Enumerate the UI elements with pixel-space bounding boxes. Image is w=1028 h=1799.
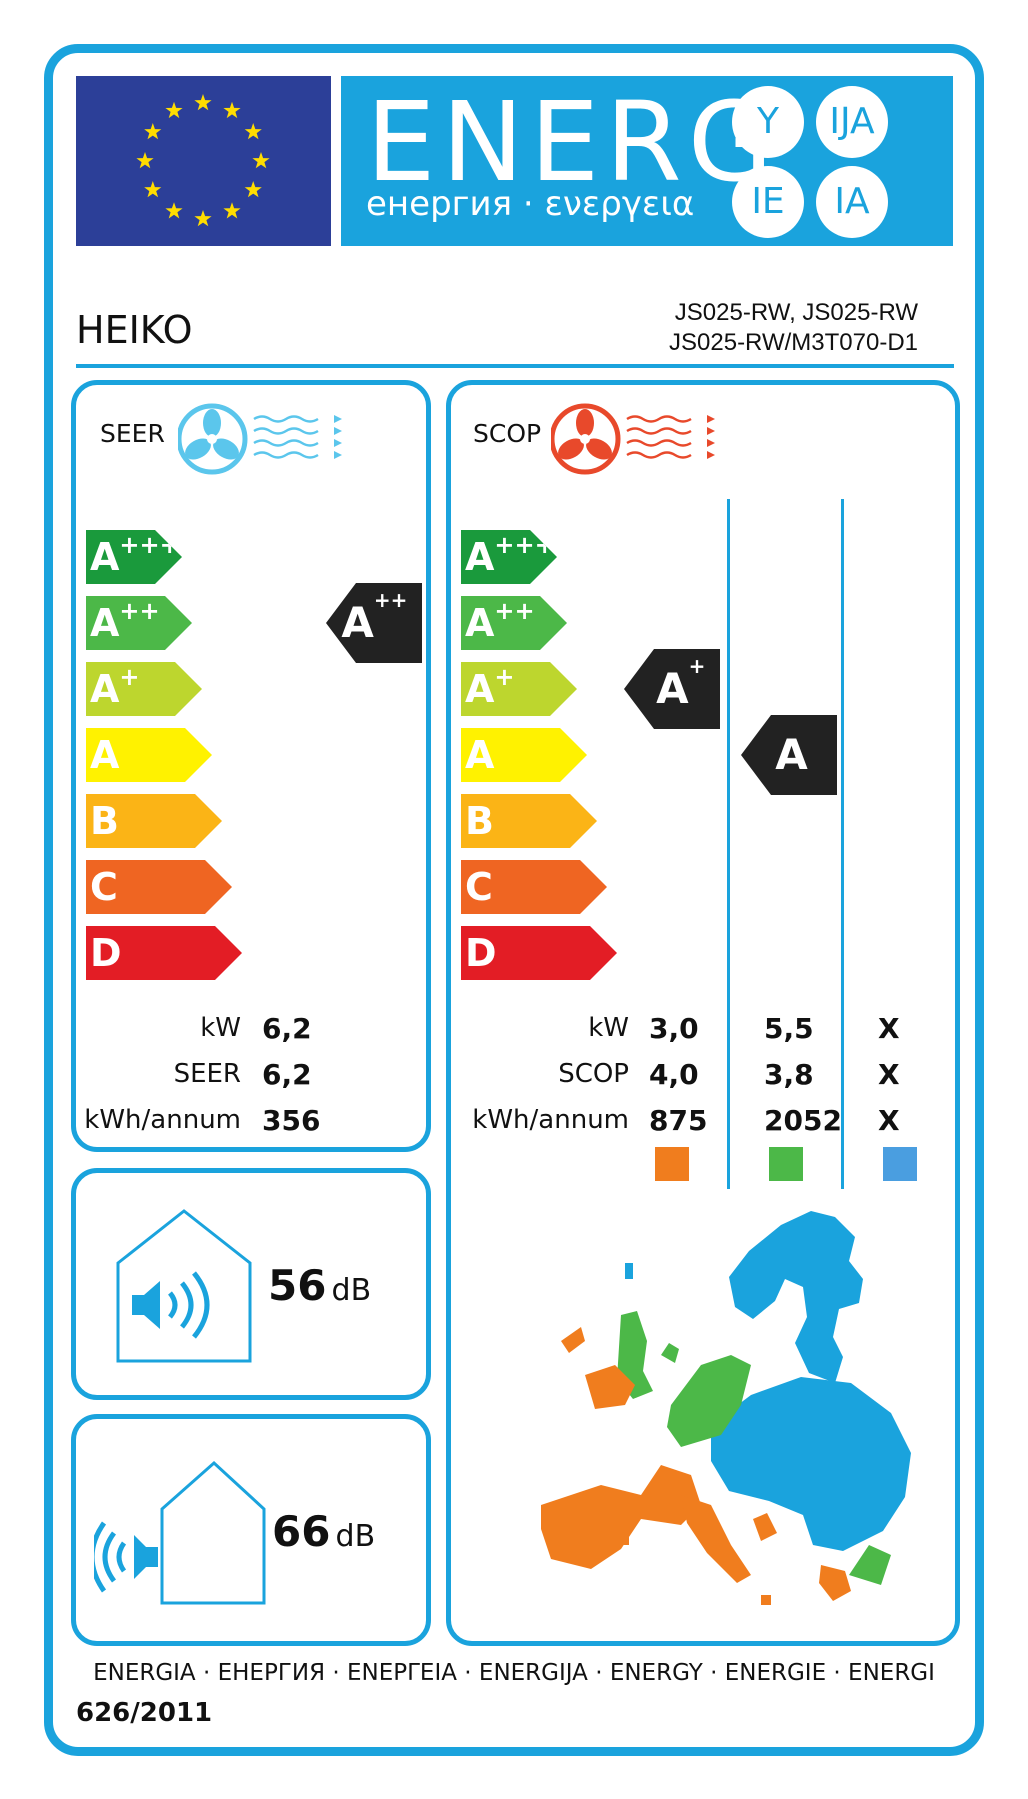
scop-title: SCOP xyxy=(473,419,542,448)
indoor-noise-value: 56 xyxy=(268,1261,327,1310)
cooling-rating-class: A xyxy=(341,598,374,647)
heating-rating-class-warm: A xyxy=(656,664,689,713)
heating-rating-marker-average: A xyxy=(741,715,837,795)
cooling-class-arrow-5: B xyxy=(86,794,222,848)
eu-star-icon xyxy=(244,123,262,140)
cooling-rating-marker: A++ xyxy=(326,583,422,663)
model-line-2: JS025-RW/M3T070-D1 xyxy=(669,329,918,356)
cooling-class-arrow-4: A xyxy=(86,728,212,782)
cooling-class-arrow-7: D xyxy=(86,926,242,980)
eu-star-icon xyxy=(223,101,241,119)
europe-climate-map-icon xyxy=(541,1211,911,1605)
heating-rating-sup-warm: + xyxy=(688,654,706,678)
indoor-noise-unit: dB xyxy=(331,1273,372,1308)
eu-stars-icon xyxy=(136,94,270,227)
model-number: JS025-RW, JS025-RW JS025-RW/M3T070-D1 xyxy=(669,298,918,358)
eu-star-icon xyxy=(223,202,241,219)
indoor-noise-reading: 56 dB xyxy=(268,1261,371,1310)
average-scop-value: 3,8 xyxy=(764,1058,814,1091)
eu-star-icon xyxy=(252,152,270,169)
suffix-ia: IA xyxy=(816,166,888,238)
heating-rating-marker-warm: A+ xyxy=(624,649,720,729)
warm-kw-value: 3,0 xyxy=(649,1012,699,1045)
label-frame xyxy=(44,44,984,1756)
eu-flag xyxy=(76,76,331,246)
zone-divider-2 xyxy=(841,499,844,1189)
heating-rating-class-average: A xyxy=(775,730,808,779)
eu-star-icon xyxy=(136,152,154,169)
average-kw-value: 5,5 xyxy=(764,1012,814,1045)
heating-kw-label: kW xyxy=(588,1013,629,1043)
cold-annual-value: X xyxy=(878,1104,900,1137)
suffix-y: Y xyxy=(732,86,804,158)
cooling-kw-label: kW xyxy=(200,1013,241,1043)
eu-star-icon xyxy=(244,181,262,198)
cooling-seer-label: SEER xyxy=(173,1059,241,1089)
cooling-class-arrow-2: A++ xyxy=(86,596,192,650)
cooling-panel: SEER A+++ A++ A+ A B C D A++ kW 6,2 SEER 6,2 k… xyxy=(71,380,431,1152)
cooling-annual-label: kWh/annum xyxy=(84,1105,241,1135)
eu-star-icon xyxy=(194,210,212,227)
outdoor-noise-reading: 66 dB xyxy=(272,1507,375,1556)
zone-swatch-cold xyxy=(883,1147,917,1181)
eu-star-icon xyxy=(144,123,162,140)
energy-header: ENERG енергия · ενεργεια Y IJA IE IA xyxy=(341,76,953,246)
footer-languages: ENERGIA · ЕНЕРГИЯ · ΕΝΕΡΓΕΙΑ · ENERGIJA … xyxy=(93,1660,935,1686)
suffix-ie: IE xyxy=(732,166,804,238)
eu-star-icon xyxy=(165,202,183,219)
energ-title: ENERG xyxy=(366,78,779,206)
cooling-class-arrow-6: C xyxy=(86,860,232,914)
outdoor-noise-unit: dB xyxy=(335,1519,376,1554)
eu-star-icon xyxy=(144,181,162,198)
cold-kw-value: X xyxy=(878,1012,900,1045)
warm-annual-value: 875 xyxy=(649,1104,708,1137)
average-annual-value: 2052 xyxy=(764,1104,842,1137)
zone-swatch-average xyxy=(769,1147,803,1181)
cooling-fan-icon xyxy=(178,403,342,475)
outdoor-noise-panel: 66 dB xyxy=(71,1414,431,1646)
indoor-noise-panel: 56 dB xyxy=(71,1168,431,1400)
heating-class-arrow-7: D xyxy=(461,926,617,980)
cooling-class-arrow-1: A+++ xyxy=(86,530,182,584)
outdoor-noise-value: 66 xyxy=(272,1507,331,1556)
heating-panel: SCOP A+++ A++ A+ A B C D A+ A kW SCOP kWh/annu… xyxy=(446,380,960,1646)
cooling-rating-sup: ++ xyxy=(373,588,408,612)
heating-class-arrow-1: A+++ xyxy=(461,530,557,584)
outdoor-speaker-house-icon xyxy=(94,1460,266,1605)
cooling-kw-value: 6,2 xyxy=(262,1012,312,1045)
heating-fan-icon xyxy=(551,403,715,475)
regulation-number: 626/2011 xyxy=(76,1698,213,1728)
cooling-class-arrow-3: A+ xyxy=(86,662,202,716)
heating-scop-label: SCOP xyxy=(558,1059,629,1089)
eu-star-icon xyxy=(194,94,212,111)
heating-class-arrow-2: A++ xyxy=(461,596,567,650)
warm-scop-value: 4,0 xyxy=(649,1058,699,1091)
eu-star-icon xyxy=(165,101,183,119)
energy-subtitle: енергия · ενεργεια xyxy=(366,184,695,224)
heating-class-arrow-6: C xyxy=(461,860,607,914)
suffix-ija: IJA xyxy=(816,86,888,158)
zone-divider-1 xyxy=(727,499,730,1189)
model-line-1: JS025-RW, JS025-RW xyxy=(674,299,918,326)
heating-annual-label: kWh/annum xyxy=(472,1105,629,1135)
header-divider xyxy=(76,364,954,368)
seer-title: SEER xyxy=(100,419,165,448)
heating-class-arrow-4: A xyxy=(461,728,587,782)
zone-swatch-warm xyxy=(655,1147,689,1181)
cold-scop-value: X xyxy=(878,1058,900,1091)
indoor-speaker-house-icon xyxy=(116,1209,252,1363)
cooling-seer-value: 6,2 xyxy=(262,1058,312,1091)
brand-name: HEIKO xyxy=(76,308,193,352)
heating-class-arrow-3: A+ xyxy=(461,662,577,716)
cooling-annual-value: 356 xyxy=(262,1104,321,1137)
heating-class-arrow-5: B xyxy=(461,794,597,848)
